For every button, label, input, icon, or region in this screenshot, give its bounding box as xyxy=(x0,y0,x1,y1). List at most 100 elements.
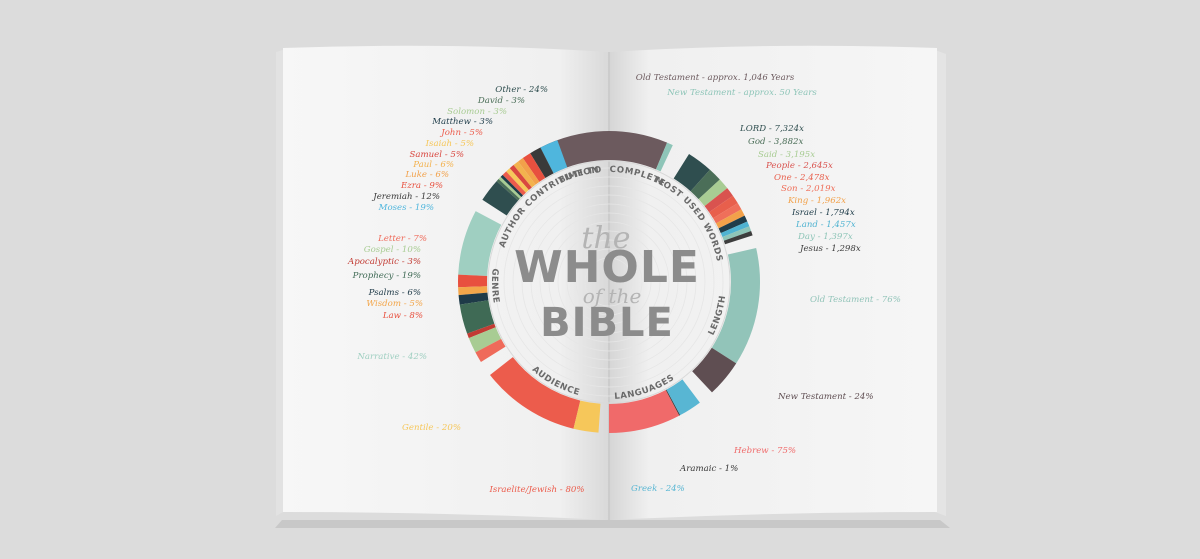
value-label-author-john: John - 5% xyxy=(439,128,483,138)
value-label-words-lord: LORD - 7,324x xyxy=(739,124,804,134)
title-bible: BIBLE xyxy=(540,300,674,346)
ring-segment-genre-gospel xyxy=(468,327,502,353)
ring-segment-author-matthew xyxy=(500,174,524,198)
ring-segment-words-son xyxy=(713,203,742,224)
ring-segment-words-land xyxy=(720,221,750,237)
ring-segment-languages-aramaic xyxy=(665,389,681,416)
ring-segment-genre-prophecy xyxy=(459,300,495,334)
value-label-words-one: One - 2,478x xyxy=(774,173,830,183)
value-label-words-land: Land - 1,457x xyxy=(795,220,856,230)
ring-segment-genre-apocalyptic xyxy=(467,323,496,339)
value-label-time-new-testament: New Testament - approx. 50 Years xyxy=(666,88,817,98)
left-page-edges xyxy=(276,50,283,516)
value-label-genre-narrative: Narrative - 42% xyxy=(356,352,427,362)
book-shadow xyxy=(275,520,950,528)
center-title: the WHOLE of the BIBLE xyxy=(514,221,700,346)
ring-segment-audience-israelite-jewish xyxy=(490,357,581,429)
ring-segment-words-israel xyxy=(718,215,748,234)
ring-segment-author-isaiah xyxy=(506,168,529,193)
ring-segment-genre-letter xyxy=(475,338,506,363)
value-label-author-paul: Paul - 6% xyxy=(412,160,454,170)
value-label-author-david: David - 3% xyxy=(477,96,525,106)
ring-segment-author-jeremiah xyxy=(530,147,554,178)
guide-circle xyxy=(557,230,661,334)
section-label-genre: GENRE xyxy=(489,268,501,304)
ring-segment-author-paul xyxy=(513,161,536,188)
guide-circle xyxy=(548,221,670,343)
value-label-words-son: Son - 2,019x xyxy=(781,184,836,194)
ring-segment-author-david xyxy=(496,179,520,201)
guide-circle xyxy=(512,185,706,379)
value-label-languages-hebrew: Hebrew - 75% xyxy=(733,446,796,456)
ring-segment-author-solomon xyxy=(498,176,522,199)
ring-segment-words-said xyxy=(698,179,728,207)
value-label-author-matthew: Matthew - 3% xyxy=(431,117,493,127)
ring-segment-time-old-testament xyxy=(540,130,668,174)
ring-segment-author-other xyxy=(482,181,519,216)
value-label-words-jesus: Jesus - 1,298x xyxy=(798,244,861,254)
ring-segment-words-lord xyxy=(673,153,710,192)
ring-segment-words-king xyxy=(715,209,745,229)
ring-segment-genre-psalms xyxy=(458,292,489,305)
value-label-languages-aramaic: Aramaic - 1% xyxy=(679,464,738,474)
value-label-audience-israelite-jewish: Israelite/Jewish - 80% xyxy=(488,485,584,495)
guide-circle xyxy=(539,212,679,352)
value-label-author-solomon: Solomon - 3% xyxy=(447,107,507,117)
ring-segment-genre-wisdom xyxy=(458,286,488,296)
ring-segment-length-new-testament xyxy=(692,347,737,393)
value-labels: Old Testament - approx. 1,046 Years New T… xyxy=(347,73,901,495)
value-label-author-jeremiah: Jeremiah - 12% xyxy=(371,192,440,202)
value-label-length-new-testament: New Testament - 24% xyxy=(777,392,874,402)
value-label-length-old-testament: Old Testament - 76% xyxy=(810,295,901,305)
title-of-the: of the xyxy=(583,284,642,308)
ring-segment-genre-law xyxy=(457,274,488,288)
value-label-genre-law: Law - 8% xyxy=(382,311,423,321)
ring-segment-words-jesus xyxy=(723,230,753,245)
value-label-author-other: Other - 24% xyxy=(495,85,548,95)
guide-circle xyxy=(575,248,643,316)
ring-segment-words-day xyxy=(722,226,752,241)
right-page-edges xyxy=(935,50,946,516)
ring-segment-words-god xyxy=(690,169,720,200)
value-label-words-people: People - 2,645x xyxy=(765,161,833,171)
value-label-author-moses: Moses - 19% xyxy=(378,203,434,213)
value-label-genre-letter: Letter - 7% xyxy=(377,234,427,244)
value-label-author-luke: Luke - 6% xyxy=(404,170,449,180)
guide-circle xyxy=(530,203,688,361)
ring-segment-author-luke xyxy=(518,158,540,185)
ring-chart xyxy=(457,130,760,433)
ring-segment-author-john xyxy=(502,171,526,196)
ring-segment-length-old-testament xyxy=(711,248,760,364)
ring-segment-words-people xyxy=(704,188,733,213)
value-label-time-old-testament: Old Testament - approx. 1,046 Years xyxy=(636,73,795,83)
value-label-words-day: Day - 1,397x xyxy=(797,232,853,242)
ring-segment-audience-gentile xyxy=(573,400,601,433)
value-label-genre-gospel: Gospel - 10% xyxy=(364,245,421,255)
value-label-words-god: God - 3,882x xyxy=(748,137,804,147)
guide-circle xyxy=(584,257,634,307)
value-label-genre-prophecy: Prophecy - 19% xyxy=(352,271,421,281)
value-label-audience-gentile: Gentile - 20% xyxy=(402,423,461,433)
ring-segment-languages-hebrew xyxy=(609,389,680,433)
value-label-author-ezra: Ezra - 9% xyxy=(400,181,443,191)
ring-segment-time-new-testament xyxy=(655,142,673,172)
ring-segment-languages-greek xyxy=(666,379,700,416)
title-whole: WHOLE xyxy=(514,242,700,293)
ring-segment-genre-narrative xyxy=(458,211,502,277)
value-label-author-samuel: Samuel - 5% xyxy=(409,150,464,160)
value-label-words-king: King - 1,962x xyxy=(787,196,846,206)
inner-ring-outline xyxy=(487,160,731,404)
value-label-words-said: Said - 3,195x xyxy=(758,150,815,160)
guide-circle xyxy=(494,167,724,397)
value-label-genre-wisdom: Wisdom - 5% xyxy=(366,299,423,309)
ring-segment-author-samuel xyxy=(509,165,532,191)
value-label-languages-greek: Greek - 24% xyxy=(631,484,685,494)
guide-circle xyxy=(566,239,652,325)
value-label-genre-apocalyptic: Apocalyptic - 3% xyxy=(347,257,421,267)
guide-circle xyxy=(503,176,715,388)
section-label-text: GENRE xyxy=(489,268,500,304)
title-the: the xyxy=(581,221,630,256)
value-label-words-israel: Israel - 1,794x xyxy=(791,208,855,218)
ring-segment-author-ezra xyxy=(522,153,546,182)
